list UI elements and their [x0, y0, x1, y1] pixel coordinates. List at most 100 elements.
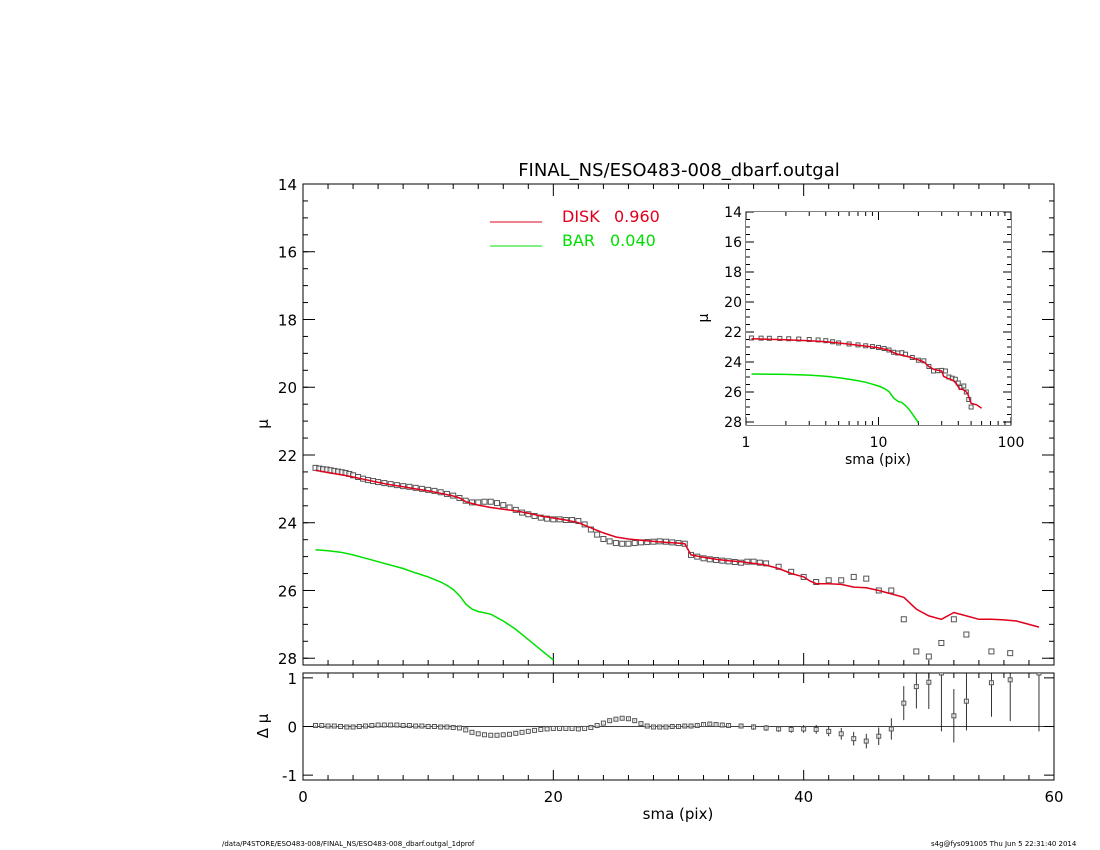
data-point [938, 639, 945, 646]
footer-file-path: /data/P4STORE/ESO483-008/FINAL_NS/ESO483… [222, 840, 475, 848]
data-point [1036, 673, 1042, 676]
data-point [369, 723, 375, 729]
data-point [726, 723, 732, 729]
data-point [406, 723, 412, 729]
data-point [1007, 650, 1014, 657]
tick-label: 100 [998, 435, 1025, 451]
data-point [469, 729, 475, 735]
data-point [766, 335, 772, 341]
data-point [776, 726, 782, 732]
tick-label: 16 [278, 244, 297, 262]
tick-label: 20 [724, 295, 742, 311]
tick-label: 24 [278, 515, 297, 533]
data-point [350, 724, 356, 730]
x-axis-label: sma (pix) [643, 805, 714, 823]
data-point [644, 723, 650, 729]
tick-label: 0 [298, 788, 308, 806]
data-point [619, 715, 625, 721]
data-point [519, 729, 525, 735]
inset-x-axis-label: sma (pix) [845, 452, 911, 468]
disk-profile-line [315, 469, 1040, 628]
data-point [394, 722, 400, 728]
tick-label: 0 [287, 719, 297, 737]
tick-label: 20 [544, 788, 563, 806]
data-point [657, 724, 663, 730]
tick-label: 10 [870, 435, 888, 451]
data-point [507, 731, 513, 737]
data-point [688, 723, 694, 729]
data-point [963, 631, 970, 638]
data-point [319, 723, 325, 729]
data-point [600, 535, 607, 542]
data-point [763, 725, 769, 731]
data-point [513, 730, 519, 736]
data-point [756, 559, 763, 566]
data-point [826, 728, 832, 734]
data-point [575, 518, 582, 525]
tick-label: 18 [278, 311, 297, 329]
tick-label: 14 [278, 176, 297, 194]
data-point [463, 727, 469, 733]
data-point [569, 517, 576, 524]
data-point [788, 726, 794, 732]
data-point [951, 713, 957, 719]
tick-label: 20 [278, 379, 297, 397]
data-point [494, 732, 500, 738]
tick-label: 1 [287, 670, 297, 688]
tick-label: 26 [278, 582, 297, 600]
data-point [444, 724, 450, 730]
data-point [475, 731, 481, 737]
data-point [550, 516, 557, 523]
data-point [625, 716, 631, 722]
data-point [575, 726, 581, 732]
data-point [632, 718, 638, 724]
data-point [701, 722, 707, 728]
inset-panel: 14 16 18 20 22 24 26 28 1 10 100 μ sma (pix) [696, 205, 1024, 468]
data-point [758, 335, 764, 341]
inset-series-layer [748, 335, 983, 424]
data-point [612, 540, 619, 547]
plot-area [312, 464, 1040, 661]
data-point [613, 716, 619, 722]
data-point [938, 673, 944, 676]
plot-area [748, 335, 983, 424]
data-point [682, 723, 688, 729]
inset-background [746, 212, 1011, 425]
tick-label: 28 [724, 415, 742, 431]
data-point [375, 722, 381, 728]
data-point [913, 684, 919, 690]
data-point [863, 738, 869, 744]
data-point [544, 726, 550, 732]
data-point [650, 724, 656, 730]
data-point [619, 540, 626, 547]
data-point [538, 726, 544, 732]
data-point [901, 700, 907, 706]
data-point [625, 540, 632, 547]
main-y-ticks: 14 16 18 20 22 24 26 28 [278, 176, 1054, 668]
inset-x-ticks: 1 10 100 [742, 212, 1025, 451]
residual-x-ticks: 0 20 40 60 [298, 673, 1064, 806]
data-point [750, 558, 757, 565]
data-point [838, 577, 845, 584]
tick-label: 1 [742, 435, 751, 451]
data-point [363, 723, 369, 729]
data-point [796, 336, 802, 342]
data-point [713, 722, 719, 728]
data-point [694, 723, 700, 729]
data-point [961, 383, 967, 389]
bar-profile-line [315, 549, 554, 661]
data-point [676, 724, 681, 729]
legend-bar-value: 0.040 [610, 231, 656, 250]
data-point [313, 723, 319, 729]
data-point [950, 616, 957, 623]
data-point [968, 404, 974, 410]
data-point [850, 573, 857, 580]
data-point [813, 726, 819, 732]
data-point [356, 724, 362, 729]
data-point [913, 648, 920, 655]
data-point [801, 726, 807, 732]
residual-y-axis-label: Δ μ [254, 713, 272, 738]
data-point [494, 500, 501, 507]
main-x-ticks [302, 184, 1055, 665]
data-point [344, 724, 350, 730]
